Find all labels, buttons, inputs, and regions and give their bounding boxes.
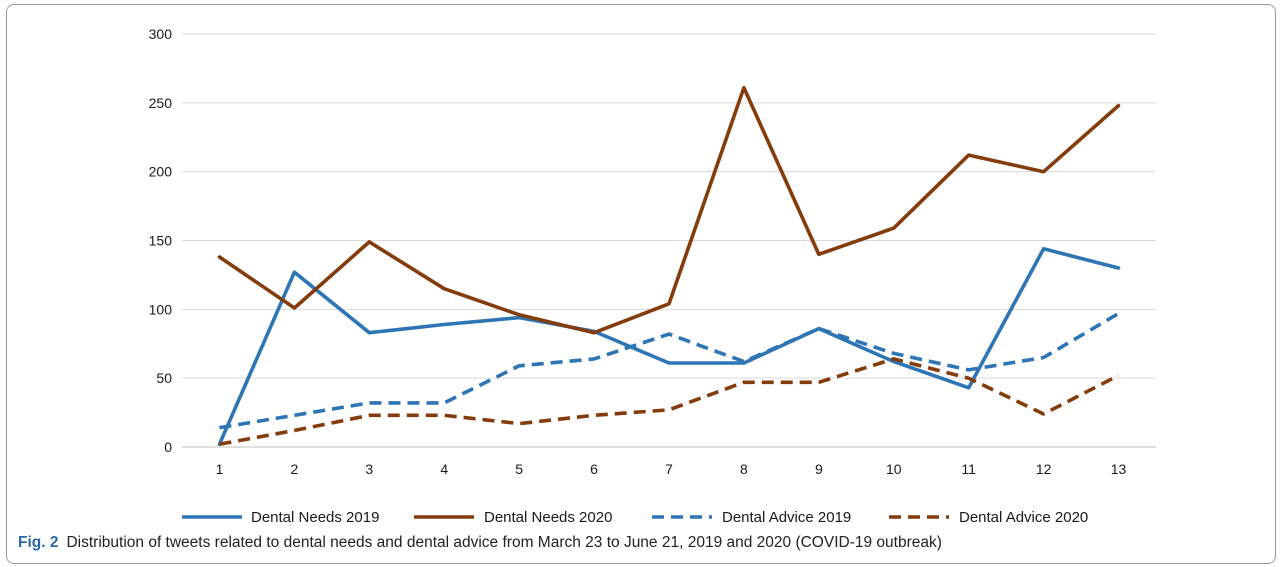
x-axis-ticks: 1 2 3 4 5 6 7 8 9 10 11 12 13	[216, 461, 1127, 477]
caption-label: Fig. 2	[18, 534, 59, 551]
x-tick-label: 10	[886, 461, 902, 477]
legend-label: Dental Needs 2020	[484, 509, 612, 526]
x-tick-label: 3	[365, 461, 373, 477]
legend: Dental Needs 2019 Dental Needs 2020 Dental…	[182, 509, 1088, 526]
y-tick-label: 150	[149, 233, 173, 249]
x-tick-label: 1	[216, 461, 224, 477]
x-tick-label: 7	[665, 461, 673, 477]
x-tick-label: 2	[290, 461, 298, 477]
x-tick-label: 8	[740, 461, 748, 477]
x-tick-label: 13	[1111, 461, 1127, 477]
series-lines	[217, 85, 1121, 447]
grid-lines	[182, 33, 1156, 448]
series-line-dental-advice-2019	[219, 311, 1120, 430]
y-tick-label: 200	[149, 164, 173, 180]
y-tick-label: 50	[156, 370, 172, 386]
figure-frame	[6, 4, 1276, 564]
y-axis-ticks: 0 50 100 150 200 250 300	[149, 26, 173, 455]
y-tick-label: 100	[149, 301, 173, 317]
series-line-dental-needs-2019	[217, 247, 1121, 447]
y-tick-label: 0	[164, 439, 172, 455]
y-tick-label: 250	[149, 95, 173, 111]
y-tick-label: 300	[149, 26, 173, 42]
x-tick-label: 5	[515, 461, 523, 477]
legend-label: Dental Advice 2019	[722, 509, 851, 526]
x-tick-label: 9	[815, 461, 823, 477]
x-tick-label: 11	[961, 461, 976, 477]
x-tick-label: 4	[440, 461, 448, 477]
x-tick-label: 12	[1036, 461, 1052, 477]
x-tick-label: 6	[590, 461, 598, 477]
legend-label: Dental Advice 2020	[959, 509, 1088, 526]
caption-text: Distribution of tweets related to dental…	[66, 534, 942, 551]
series-line-dental-advice-2020	[219, 357, 1120, 446]
figure-caption: Fig. 2 Distribution of tweets related to …	[18, 534, 1268, 552]
series-line-dental-needs-2020	[217, 85, 1121, 335]
legend-label: Dental Needs 2019	[251, 509, 379, 526]
